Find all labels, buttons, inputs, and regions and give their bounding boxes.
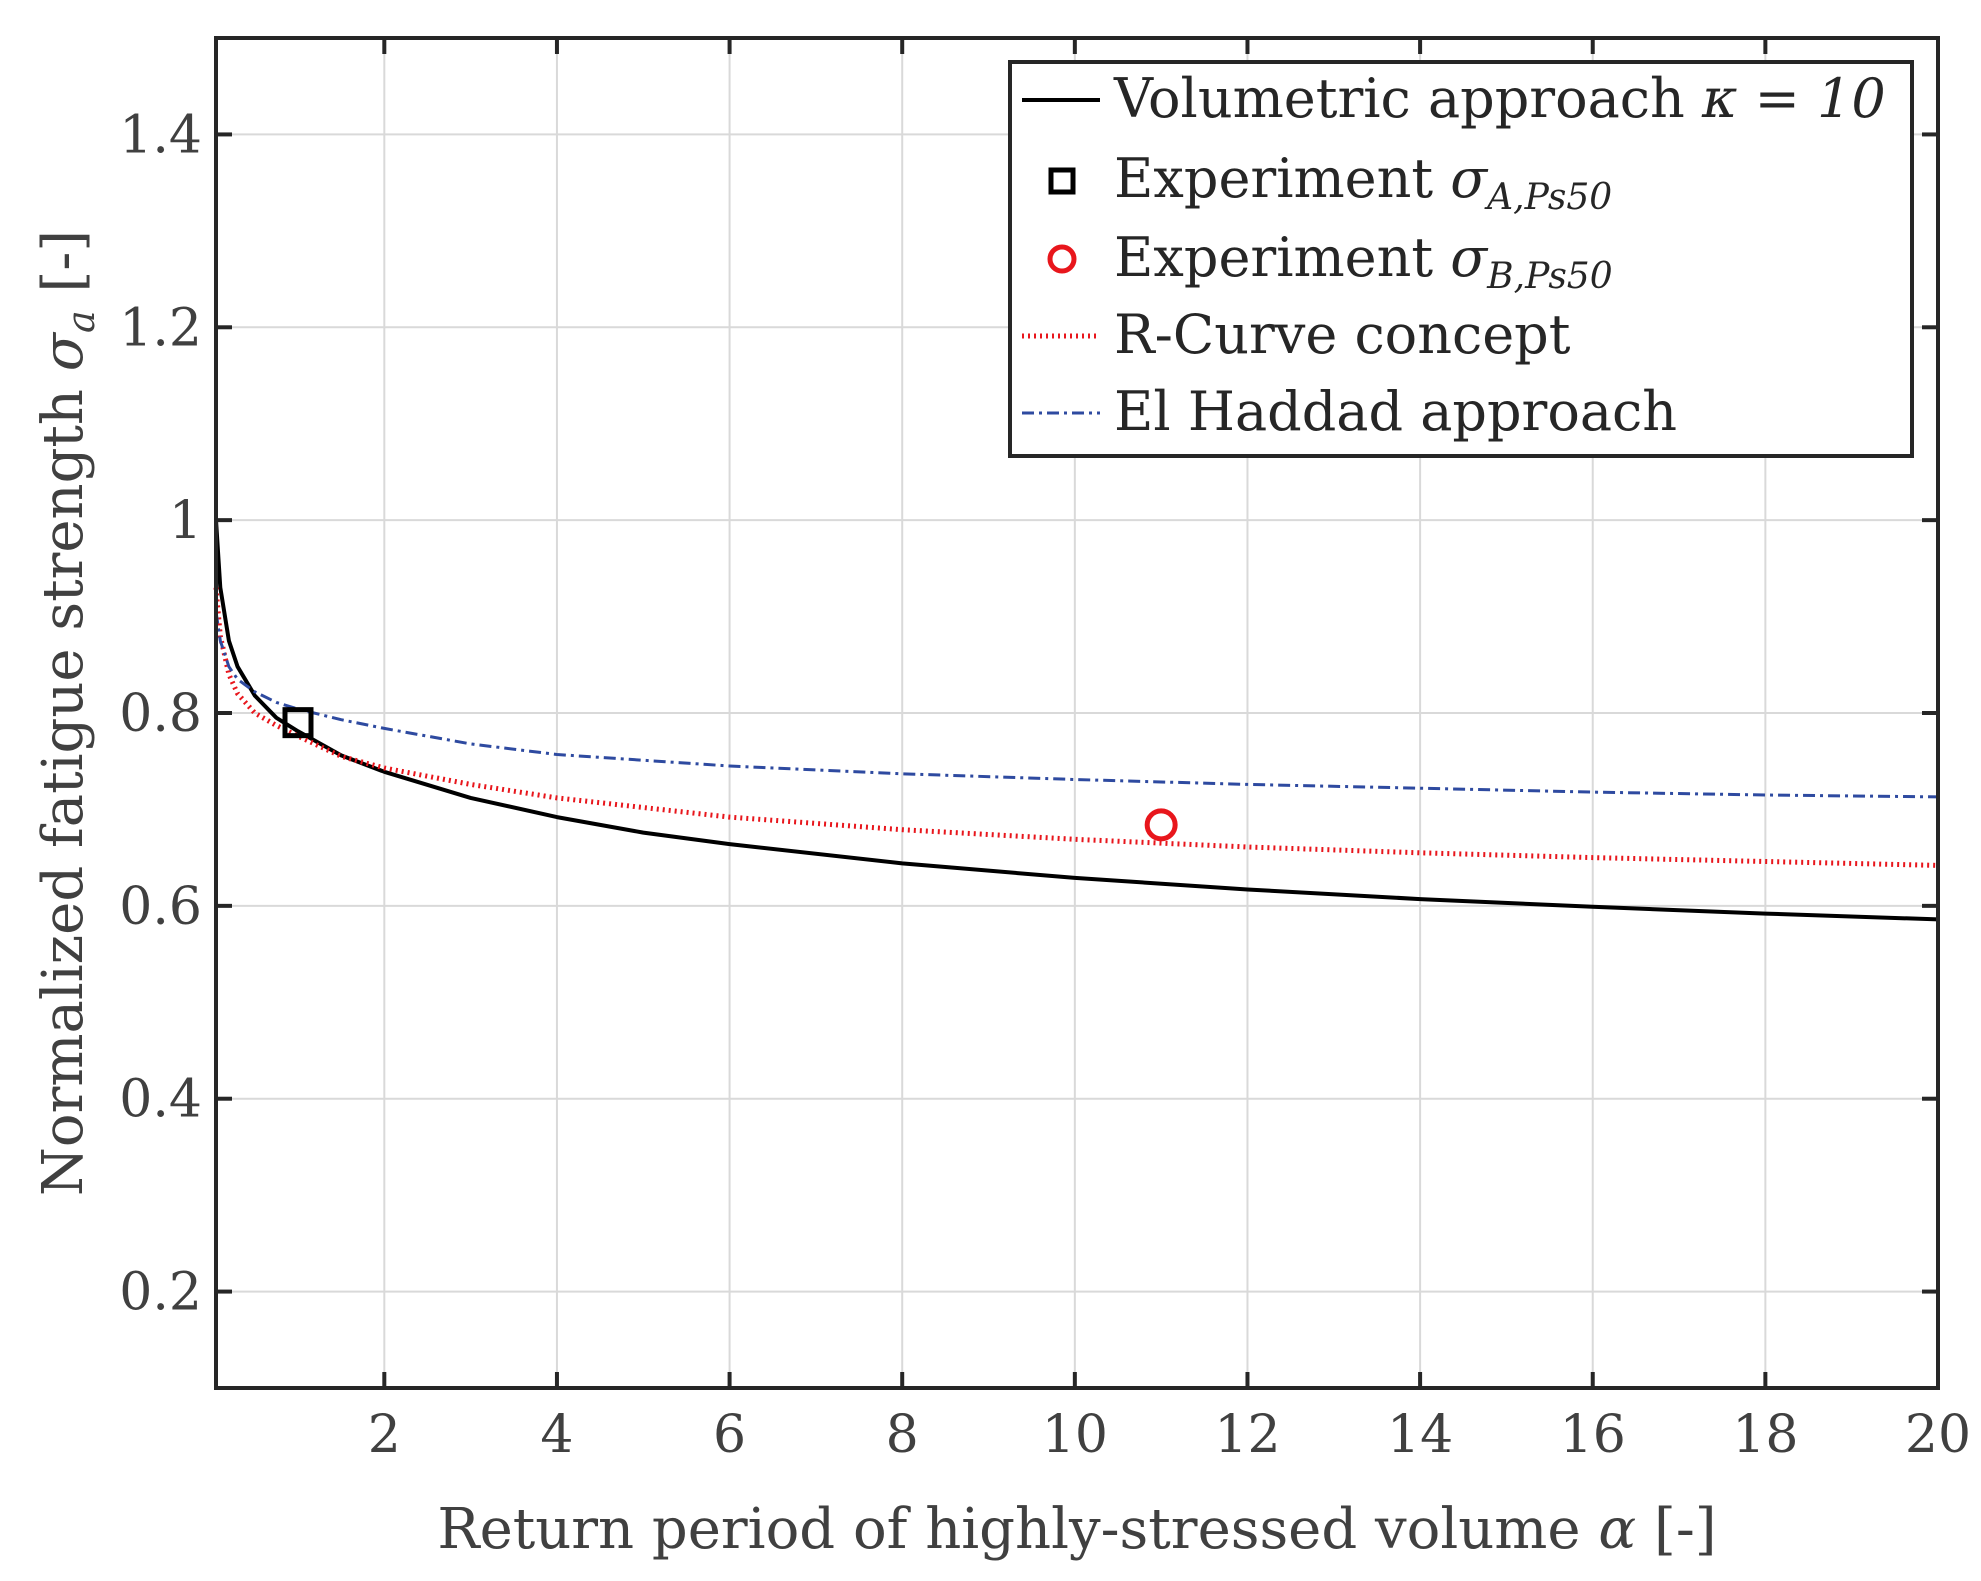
legend-experiment-a-text: Experiment	[1114, 147, 1450, 210]
y-axis-label: Normalized fatigue strength σa [-]	[31, 230, 103, 1196]
y-tick-label: 1	[169, 491, 202, 551]
x-tick-label: 12	[1214, 1405, 1280, 1465]
y-tick-label: 0.6	[119, 877, 202, 937]
y-axis-label-symbol: σ	[31, 331, 96, 371]
series-layer	[213, 518, 1940, 922]
legend-experiment-a-label: Experiment σA,Ps50	[1114, 147, 1612, 218]
experiment-b-marker	[1144, 808, 1178, 842]
x-axis-label: Return period of highly-stressed volume …	[437, 1497, 1716, 1562]
y-axis-label-text: Normalized fatigue strength	[31, 371, 96, 1196]
y-tick-label: 1.2	[119, 298, 202, 358]
x-tick-labels: 2 4 6 8 10 12 14 16 18 20	[368, 1405, 1971, 1465]
series-volumetric-line	[214, 518, 1940, 922]
x-tick-label: 18	[1732, 1405, 1798, 1465]
legend-experiment-a-symbol: σ	[1450, 147, 1489, 210]
legend-experiment-b-label: Experiment σB,Ps50	[1114, 226, 1613, 297]
plot-frame	[214, 36, 1940, 1390]
x-tick-label: 4	[540, 1405, 573, 1465]
y-tick-label: 0.2	[119, 1263, 202, 1323]
legend: Volumetric approach κ = 10 Experiment σA…	[1008, 60, 1914, 458]
x-tick-label: 8	[886, 1405, 919, 1465]
x-axis-label-symbol: α	[1598, 1497, 1636, 1562]
y-tick-labels: 0.2 0.4 0.6 0.8 1 1.2 1.4	[119, 105, 202, 1322]
legend-experiment-b-subscript: B,Ps50	[1486, 256, 1612, 297]
x-tick-label: 6	[713, 1405, 746, 1465]
experiment-a-marker	[282, 707, 314, 739]
y-tick-label: 0.8	[119, 684, 202, 744]
legend-rcurve-label: R-Curve concept	[1114, 303, 1571, 366]
x-tick-label: 10	[1042, 1405, 1108, 1465]
legend-volumetric-text: Volumetric approach	[1113, 67, 1702, 130]
legend-experiment-a-subscript: A,Ps50	[1484, 177, 1612, 218]
x-axis-label-text: Return period of highly-stressed volume	[437, 1497, 1598, 1562]
y-axis-label-unit: [-]	[31, 230, 96, 310]
y-tick-label: 0.4	[119, 1070, 202, 1130]
legend-experiment-b-swatch	[1047, 244, 1077, 274]
y-tick-label: 1.4	[119, 105, 202, 165]
x-tick-label: 2	[368, 1405, 401, 1465]
legend-elhaddad-label: El Haddad approach	[1114, 380, 1677, 443]
x-axis-label-unit: [-]	[1636, 1497, 1716, 1562]
legend-volumetric-math: κ = 10	[1701, 67, 1886, 130]
series-rcurve-line	[213, 587, 1939, 868]
legend-experiment-a-swatch	[1048, 167, 1076, 195]
legend-experiment-b-symbol: σ	[1450, 226, 1489, 289]
x-tick-label: 14	[1387, 1405, 1453, 1465]
x-tick-label: 16	[1560, 1405, 1626, 1465]
legend-volumetric-label: Volumetric approach κ = 10	[1113, 67, 1886, 130]
points-layer	[282, 707, 1178, 842]
y-axis-label-subscript: a	[59, 310, 103, 333]
x-tick-label: 20	[1905, 1405, 1971, 1465]
legend-box	[1008, 60, 1914, 458]
legend-experiment-b-text: Experiment	[1114, 226, 1450, 289]
